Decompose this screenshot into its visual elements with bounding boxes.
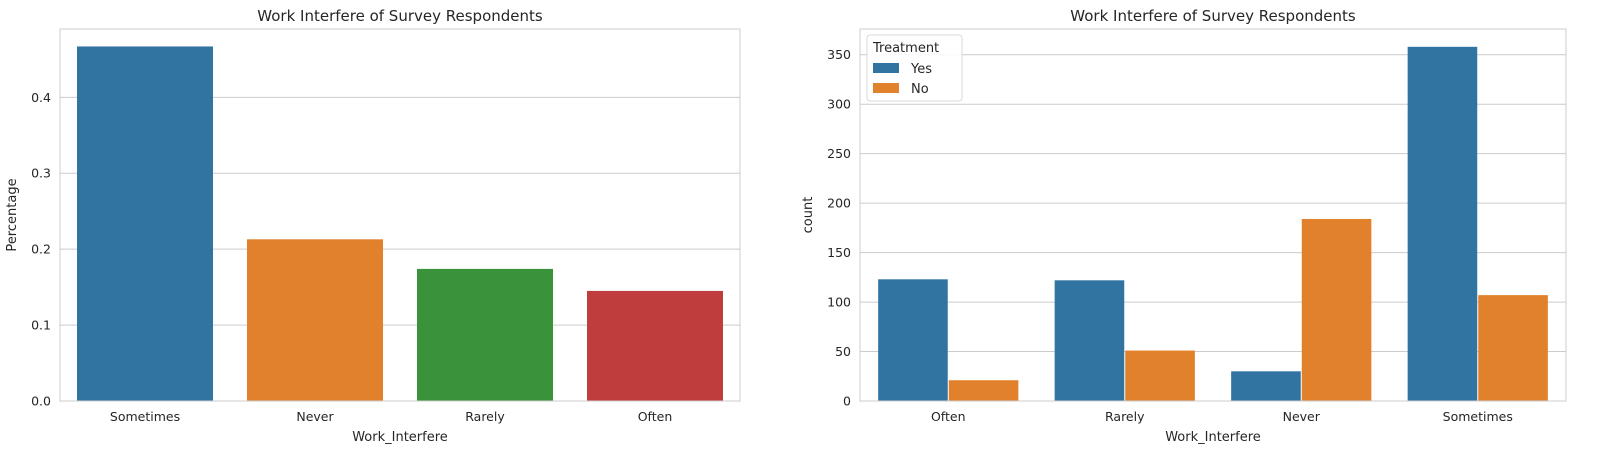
legend-label-yes: Yes	[910, 62, 932, 77]
chart-percentage-ytick-label: 0.2	[31, 242, 51, 257]
chart-count-bar-no	[948, 380, 1019, 401]
chart-count-xtick-label: Often	[931, 409, 966, 424]
chart-percentage-bar	[247, 239, 383, 401]
chart-count-xtick-label: Rarely	[1105, 409, 1145, 424]
legend-swatch-no	[873, 83, 899, 93]
chart-percentage-ylabel: Percentage	[5, 178, 20, 251]
chart-count-ytick-label: 200	[827, 196, 851, 211]
chart-count-title: Work Interfere of Survey Respondents	[1070, 7, 1356, 25]
chart-count-xlabel: Work_Interfere	[1165, 430, 1261, 445]
chart-percentage: 0.0 0.1 0.2 0.3 0.4 Sometimes Never Rarely Ofte…	[5, 7, 741, 445]
chart-count-bar-no	[1478, 295, 1548, 401]
chart-percentage-frame	[59, 28, 741, 402]
chart-percentage-xtick-label: Rarely	[465, 409, 505, 424]
legend-title: Treatment	[872, 41, 939, 56]
chart-percentage-ytick-label: 0.4	[31, 90, 51, 105]
chart-percentage-ytick-label: 0.0	[31, 394, 51, 409]
legend-swatch-yes	[873, 63, 899, 73]
chart-percentage-xtick-label: Often	[638, 409, 673, 424]
chart-count-bar-yes	[878, 279, 948, 401]
chart-count-bar-yes	[1231, 371, 1301, 401]
chart-percentage-ytick-label: 0.1	[31, 318, 51, 333]
chart-count-ytick-label: 0	[843, 394, 851, 409]
chart-percentage-xtick-label: Sometimes	[110, 409, 180, 424]
chart-count-ytick-label: 300	[827, 97, 851, 112]
chart-percentage-xtick-label: Never	[296, 409, 334, 424]
chart-count-bar-yes	[1054, 280, 1125, 401]
chart-count-xtick-label: Never	[1283, 409, 1321, 424]
chart-count-bar-no	[1125, 350, 1195, 401]
chart-count-frame	[859, 28, 1567, 402]
chart-percentage-title: Work Interfere of Survey Respondents	[257, 7, 543, 25]
chart-count-ylabel: count	[801, 197, 816, 234]
chart-count-xtick-label: Sometimes	[1443, 409, 1513, 424]
legend-label-no: No	[911, 82, 929, 97]
chart-count-bar-no	[1301, 218, 1372, 401]
chart-count-ytick-label: 50	[835, 344, 851, 359]
chart-percentage-bar	[587, 290, 723, 401]
chart-count-bar-yes	[1407, 46, 1478, 402]
chart-percentage-bar	[77, 46, 213, 402]
chart-count-ytick-label: 250	[827, 146, 851, 161]
chart-percentage-bar	[417, 268, 553, 401]
chart-count-ytick-label: 350	[827, 47, 851, 62]
legend: Treatment Yes No	[866, 34, 963, 102]
chart-percentage-xlabel: Work_Interfere	[352, 430, 448, 445]
chart-count-ytick-label: 100	[827, 295, 851, 310]
chart-count-ytick-label: 150	[827, 245, 851, 260]
chart-count: 0 50 100 150 200 250 300 350 Often Rarely Never So…	[801, 7, 1567, 445]
chart-percentage-ytick-label: 0.3	[31, 166, 51, 181]
